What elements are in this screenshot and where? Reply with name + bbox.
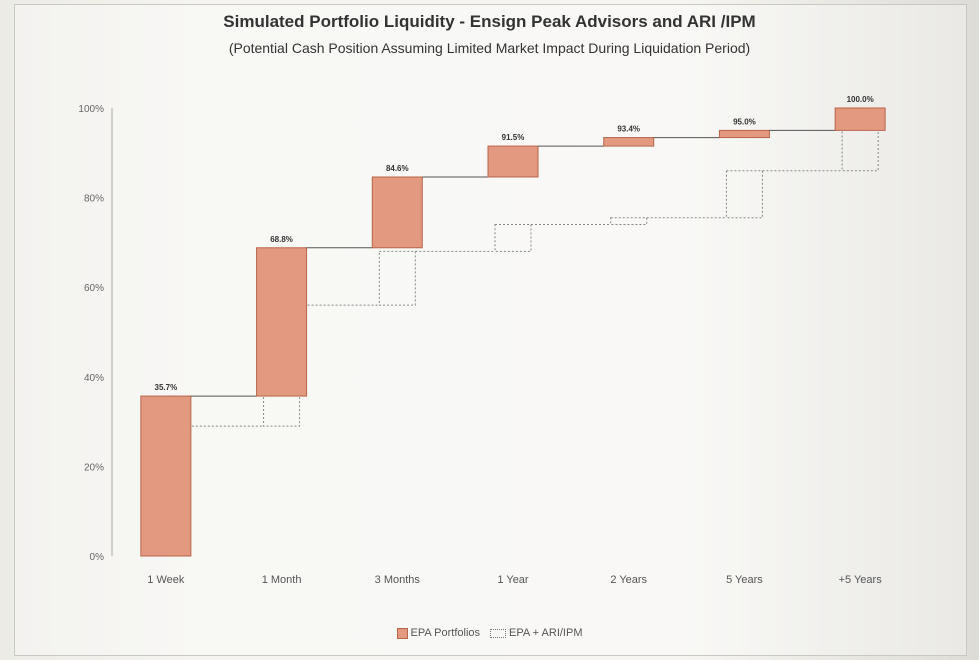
legend-epa-label: EPA Portfolios: [410, 627, 481, 639]
epa-data-label: 84.6%: [386, 164, 409, 173]
epa-data-label: 35.7%: [155, 383, 178, 392]
ari-bar: [725, 170, 763, 219]
epa-bar: [140, 395, 192, 557]
x-category-label: 5 Years: [726, 574, 763, 586]
epa-bar: [718, 129, 770, 139]
y-tick-label: 100%: [78, 104, 104, 115]
ari-bar: [378, 250, 416, 306]
epa-bar: [603, 137, 655, 147]
x-category-label: 1 Week: [147, 574, 185, 586]
epa-bar: [834, 107, 886, 131]
x-category-label: +5 Years: [839, 574, 883, 586]
y-tick-label: 0%: [90, 552, 105, 563]
x-category-label: 2 Years: [610, 574, 647, 586]
epa-data-label: 91.5%: [502, 133, 525, 142]
epa-data-label: 95.0%: [733, 117, 756, 126]
chart-title: Simulated Portfolio Liquidity - Ensign P…: [223, 12, 756, 31]
chart-legend: EPA Portfolios EPA + ARI/IPM: [0, 627, 979, 639]
x-category-label: 1 Year: [497, 574, 529, 586]
epa-data-label: 68.8%: [270, 235, 293, 244]
legend-ari-swatch: [490, 628, 507, 638]
ari-bar: [494, 223, 532, 252]
epa-series-layer: [140, 107, 886, 557]
y-tick-label: 20%: [84, 462, 104, 473]
label-layer: 35.7% 68.8% 84.6% 91.5% 93.4% 95.0% 100.0%: [155, 95, 874, 392]
x-category-label: 1 Month: [262, 574, 302, 586]
epa-bar: [371, 176, 423, 249]
legend-ari-label: EPA + ARI/IPM: [509, 627, 583, 639]
epa-bar: [487, 145, 539, 178]
axis-layer: 0% 20% 40% 60% 80% 100% 1 Week 1 Month 3 Months 1…: [78, 104, 882, 586]
chart-subtitle: (Potential Cash Position Assuming Limite…: [228, 40, 751, 56]
epa-data-label: 93.4%: [617, 125, 640, 134]
epa-data-label: 100.0%: [847, 95, 874, 104]
legend-epa-swatch: [396, 627, 408, 639]
ari-bar: [610, 217, 648, 225]
y-tick-label: 80%: [84, 194, 104, 205]
epa-bar: [256, 247, 308, 397]
x-category-label: 3 Months: [375, 574, 421, 586]
y-tick-label: 60%: [84, 283, 104, 294]
y-tick-label: 40%: [84, 373, 104, 384]
